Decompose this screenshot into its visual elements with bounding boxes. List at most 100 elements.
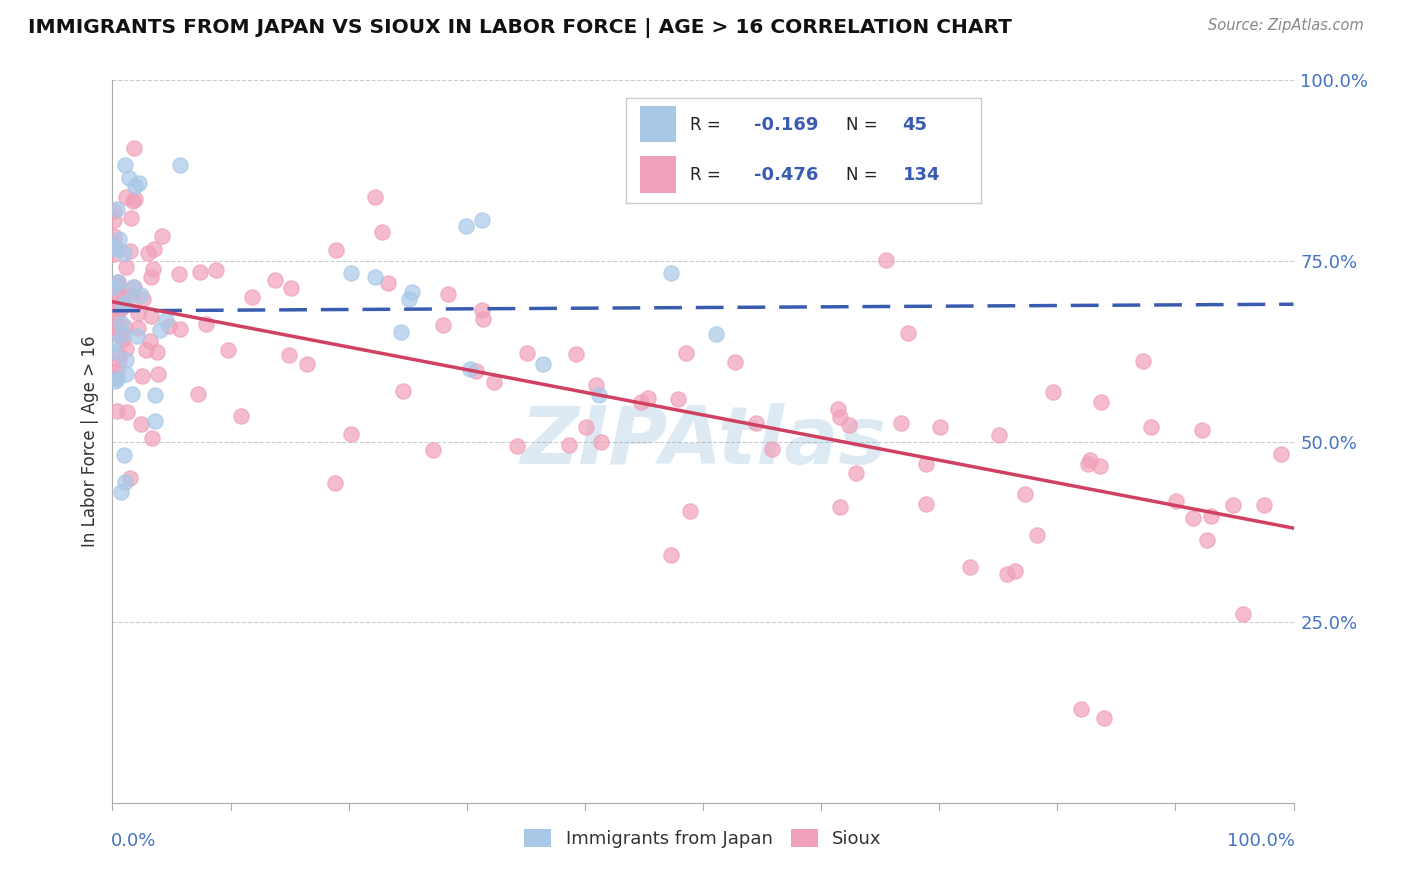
Sioux xyxy=(745,417,768,431)
Sioux xyxy=(120,244,142,258)
Immigrants from Japan xyxy=(114,475,136,489)
Immigrants from Japan xyxy=(112,448,135,462)
Sioux xyxy=(105,364,128,378)
Sioux xyxy=(637,391,659,405)
Sioux xyxy=(110,301,132,316)
Sioux xyxy=(516,345,538,359)
Sioux xyxy=(150,228,173,243)
Sioux xyxy=(194,317,217,331)
Sioux xyxy=(897,326,920,340)
Sioux xyxy=(659,548,682,562)
Sioux xyxy=(240,290,263,304)
Immigrants from Japan xyxy=(169,158,191,172)
Immigrants from Japan xyxy=(104,374,127,388)
Sioux xyxy=(1191,423,1213,437)
Immigrants from Japan xyxy=(115,294,138,309)
Sioux xyxy=(143,242,166,256)
Sioux xyxy=(103,369,125,384)
Sioux xyxy=(104,299,127,313)
Sioux xyxy=(589,435,612,450)
Sioux xyxy=(103,318,125,333)
Sioux xyxy=(915,497,938,511)
Sioux xyxy=(107,277,129,292)
Sioux xyxy=(145,345,167,359)
Sioux xyxy=(929,420,952,434)
Sioux xyxy=(666,392,689,406)
Immigrants from Japan xyxy=(340,266,363,280)
Immigrants from Japan xyxy=(398,292,420,306)
Sioux xyxy=(1078,452,1101,467)
Immigrants from Japan xyxy=(533,357,555,371)
Sioux xyxy=(114,260,136,275)
Text: ZIPAtlas: ZIPAtlas xyxy=(520,402,886,481)
Sioux xyxy=(112,332,135,346)
Sioux xyxy=(827,402,849,417)
Sioux xyxy=(141,309,163,323)
Sioux xyxy=(890,416,912,430)
Sioux xyxy=(131,369,153,384)
Immigrants from Japan xyxy=(149,323,172,337)
Sioux xyxy=(465,364,488,378)
Sioux xyxy=(323,476,346,491)
Sioux xyxy=(761,442,783,456)
Sioux xyxy=(565,347,588,361)
Sioux xyxy=(630,395,652,409)
Sioux xyxy=(506,439,529,453)
Immigrants from Japan xyxy=(131,287,153,301)
Sioux xyxy=(1182,510,1205,524)
Sioux xyxy=(114,319,136,334)
Immigrants from Japan xyxy=(110,485,132,500)
Immigrants from Japan xyxy=(103,280,125,294)
Sioux xyxy=(104,298,127,312)
Sioux xyxy=(838,417,860,432)
Sioux xyxy=(1004,564,1026,578)
Sioux xyxy=(432,318,454,333)
Sioux xyxy=(679,504,702,518)
Y-axis label: In Labor Force | Age > 16: In Labor Force | Age > 16 xyxy=(80,335,98,548)
Sioux xyxy=(471,302,494,317)
Sioux xyxy=(103,246,125,260)
Sioux xyxy=(187,387,209,401)
Sioux xyxy=(995,567,1018,582)
Sioux xyxy=(987,428,1010,442)
Immigrants from Japan xyxy=(103,241,125,255)
Sioux xyxy=(422,443,444,458)
Immigrants from Japan xyxy=(704,326,727,341)
Sioux xyxy=(723,355,745,369)
Immigrants from Japan xyxy=(389,325,412,339)
Sioux xyxy=(205,262,228,277)
Sioux xyxy=(844,466,866,480)
Sioux xyxy=(1077,457,1099,471)
Sioux xyxy=(148,368,170,382)
Sioux xyxy=(108,347,131,361)
Immigrants from Japan xyxy=(659,266,682,280)
Sioux xyxy=(142,262,165,277)
Sioux xyxy=(364,190,387,204)
Text: IMMIGRANTS FROM JAPAN VS SIOUX IN LABOR FORCE | AGE > 16 CORRELATION CHART: IMMIGRANTS FROM JAPAN VS SIOUX IN LABOR … xyxy=(28,18,1012,37)
Sioux xyxy=(105,289,128,303)
Sioux xyxy=(1070,702,1092,716)
Sioux xyxy=(295,357,318,371)
Sioux xyxy=(122,279,145,293)
Immigrants from Japan xyxy=(112,298,135,312)
Sioux xyxy=(325,243,347,257)
Immigrants from Japan xyxy=(454,219,477,233)
Sioux xyxy=(105,279,128,293)
Immigrants from Japan xyxy=(105,372,128,386)
Sioux xyxy=(1232,607,1254,621)
Sioux xyxy=(1195,533,1218,547)
Sioux xyxy=(107,275,129,289)
Sioux xyxy=(127,321,149,335)
Immigrants from Japan xyxy=(114,158,136,172)
Sioux xyxy=(1139,420,1161,434)
Sioux xyxy=(104,310,127,324)
Sioux xyxy=(108,329,131,343)
Sioux xyxy=(1042,384,1064,399)
Sioux xyxy=(278,348,301,362)
Sioux xyxy=(141,431,163,445)
Sioux xyxy=(121,194,143,209)
Immigrants from Japan xyxy=(110,316,132,330)
Sioux xyxy=(875,253,897,268)
Text: 0.0%: 0.0% xyxy=(111,831,156,850)
Immigrants from Japan xyxy=(105,242,128,256)
